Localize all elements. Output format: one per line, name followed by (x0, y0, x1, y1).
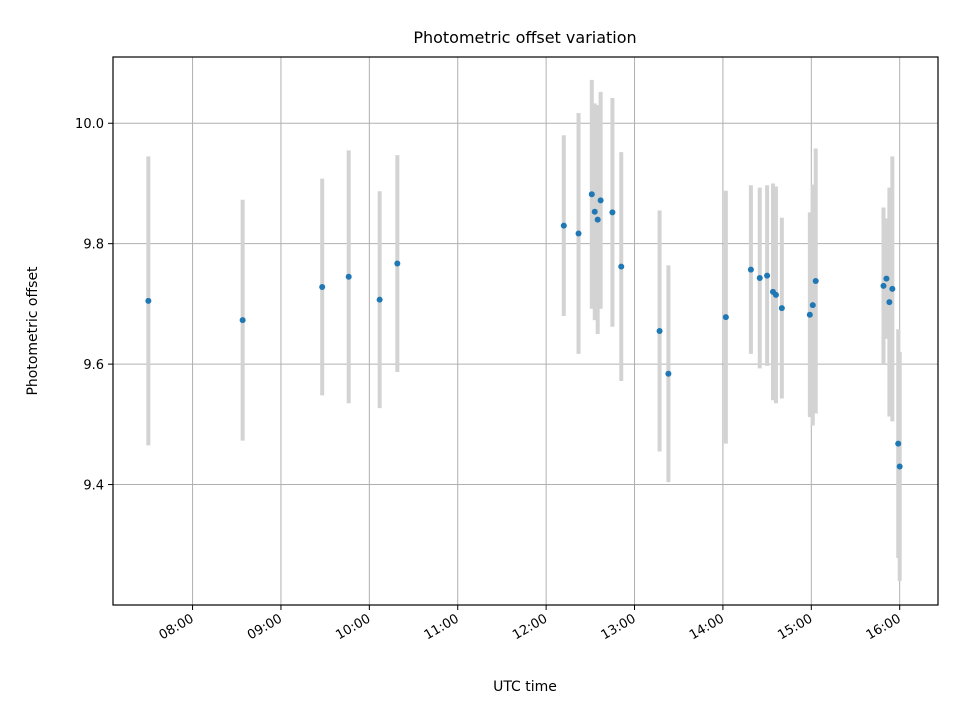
data-point (145, 297, 152, 304)
data-point (239, 317, 246, 324)
data-point (618, 263, 625, 270)
plot-area-frame (112, 56, 939, 606)
data-points (145, 191, 903, 470)
data-point (591, 208, 598, 215)
data-point (588, 191, 595, 198)
data-point (394, 260, 401, 267)
chart-title: Photometric offset variation (413, 28, 636, 47)
y-tick-label: 9.6 (83, 358, 104, 373)
data-point (319, 284, 326, 291)
data-point (665, 370, 672, 377)
y-tick-label: 9.8 (83, 238, 104, 253)
data-point (806, 311, 813, 318)
y-axis-ticks: 9.4 9.6 9.8 10.0 (75, 117, 113, 494)
data-point (764, 272, 771, 279)
data-point (896, 463, 903, 470)
data-point (722, 314, 729, 321)
data-point (597, 197, 604, 204)
x-axis-label: UTC time (493, 679, 557, 695)
data-point (883, 275, 890, 282)
data-point (656, 328, 663, 334)
y-axis-label: Photometric offset (25, 266, 41, 396)
data-point (895, 440, 902, 447)
data-point (609, 209, 616, 216)
y-tick-label: 10.0 (75, 117, 104, 132)
data-point (812, 278, 819, 285)
grid-lines (113, 57, 938, 605)
data-point (772, 291, 779, 298)
data-point (889, 285, 896, 292)
data-point (809, 302, 816, 309)
data-point (880, 282, 887, 289)
data-point (747, 266, 754, 273)
data-point (376, 296, 383, 303)
data-point (756, 275, 763, 282)
data-point (345, 273, 352, 280)
y-tick-label: 9.4 (83, 479, 104, 494)
data-point (886, 299, 893, 306)
data-point (594, 216, 601, 223)
data-point (575, 230, 582, 237)
data-point (560, 222, 567, 229)
data-point (778, 305, 785, 312)
